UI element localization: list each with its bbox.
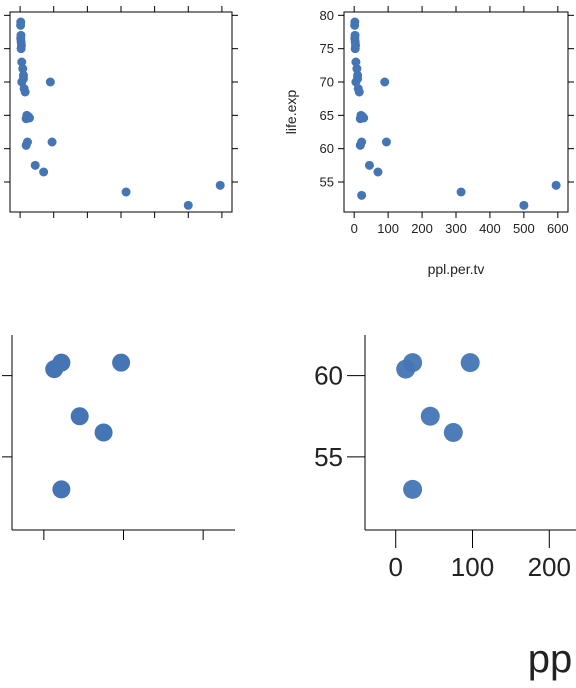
bottom-right-point (420, 406, 440, 426)
top-left-point (183, 200, 193, 210)
top-right-point (352, 64, 362, 74)
bottom-left-point (70, 407, 89, 426)
top-right-point (350, 44, 360, 54)
top-left-point (47, 137, 57, 147)
top-right-point (381, 137, 391, 147)
top-right-x-tick-label: 500 (513, 221, 535, 236)
top-left-frame (9, 11, 233, 213)
top-left-point (20, 87, 30, 97)
top-left-point (25, 113, 35, 123)
top-right-x-tick-label: 600 (547, 221, 569, 236)
top-right-point (354, 87, 364, 97)
top-right-x-tick-label: 400 (479, 221, 501, 236)
top-left-point (30, 160, 40, 170)
bottom-right-point (403, 479, 423, 499)
top-left-point (17, 57, 27, 67)
top-left-point (22, 137, 32, 147)
top-left-point (45, 77, 55, 87)
top-right-y-tick-label: 80 (320, 8, 334, 23)
top-right-point (373, 167, 383, 177)
top-right-x-tick-label: 200 (411, 221, 433, 236)
top-right-x-tick-label: 300 (445, 221, 467, 236)
top-right-point (380, 77, 390, 87)
top-right-point (351, 57, 361, 67)
top-left-point (18, 64, 28, 74)
top-left-point (121, 187, 131, 197)
top-right-point (357, 137, 367, 147)
top-right-y-tick-label: 65 (320, 108, 334, 123)
top-left-point (39, 167, 49, 177)
top-right-y-tick-label: 60 (320, 141, 334, 156)
bottom-right-point (443, 423, 463, 442)
top-right-point (359, 113, 369, 123)
top-right-point (551, 180, 561, 190)
top-right-y-axis-label: life.exp (283, 90, 299, 135)
top-right-point (357, 190, 367, 200)
top-right-y-tick-label: 55 (320, 175, 334, 190)
top-right-frame (343, 11, 569, 213)
bottom-right-x-tick-label: 200 (528, 552, 571, 582)
bottom-left-point (112, 353, 131, 372)
top-left-point (16, 20, 26, 30)
top-right-point (364, 160, 374, 170)
top-right-point (350, 20, 360, 30)
bottom-right-point (403, 353, 423, 373)
bottom-right-y-tick-label: 55 (314, 442, 343, 472)
top-right-x-tick-label: 0 (351, 221, 358, 236)
bottom-left-point (52, 480, 71, 499)
bottom-right-point (460, 353, 480, 373)
top-right-y-tick-label: 70 (320, 75, 334, 90)
bottom-left-point (52, 353, 71, 372)
top-right-point (456, 187, 466, 197)
bottom-right-x-tick-label: 0 (388, 552, 402, 582)
top-left-point (215, 180, 225, 190)
top-left-point (16, 44, 26, 54)
bottom-left-point (94, 423, 113, 442)
bottom-right-y-tick-label: 60 (314, 361, 343, 391)
bottom-right-x-tick-label: 100 (451, 552, 494, 582)
top-right-x-axis-label: ppl.per.tv (428, 261, 485, 277)
top-right-point (519, 200, 529, 210)
bottom-right-x-axis-label: pp (528, 637, 573, 681)
top-right-x-tick-label: 100 (377, 221, 399, 236)
top-right-y-tick-label: 75 (320, 41, 334, 56)
